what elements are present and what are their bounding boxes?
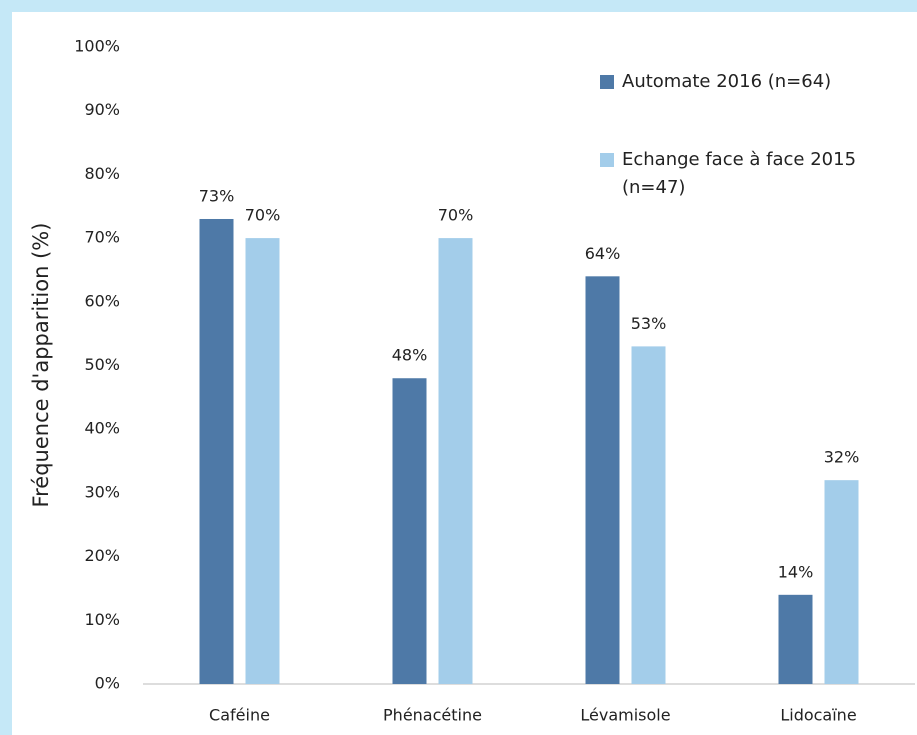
value-label: 70% — [438, 206, 474, 225]
bar — [438, 238, 473, 684]
legend-swatch — [600, 75, 614, 89]
legend-item: Automate 2016 (n=64) — [600, 68, 890, 96]
bar — [245, 238, 280, 684]
y-tick-label: 90% — [84, 100, 120, 119]
value-label: 14% — [778, 562, 814, 581]
y-tick-label: 100% — [74, 37, 120, 56]
x-tick-label: Lévamisole — [580, 706, 670, 725]
y-tick-label: 70% — [84, 228, 120, 247]
legend-label: Echange face à face 2015 (n=47) — [622, 149, 857, 198]
y-tick-label: 50% — [84, 355, 120, 374]
bar — [824, 480, 859, 684]
x-tick-label: Caféine — [209, 706, 270, 725]
y-tick-label: 20% — [84, 546, 120, 565]
bar — [392, 378, 427, 684]
value-label: 73% — [199, 186, 235, 205]
y-tick-label: 10% — [84, 610, 120, 629]
bar — [778, 594, 813, 684]
value-label: 48% — [392, 346, 428, 365]
y-tick-label: 40% — [84, 419, 120, 438]
x-tick-label: Lidocaïne — [780, 706, 856, 725]
value-label: 32% — [824, 448, 860, 467]
legend-label: Automate 2016 (n=64) — [622, 71, 832, 92]
x-tick-label: Phénacétine — [383, 706, 482, 725]
legend-swatch — [600, 153, 614, 167]
y-tick-label: 30% — [84, 482, 120, 501]
legend-item: Echange face à face 2015 (n=47) — [600, 146, 890, 202]
y-axis-label: Fréquence d'apparition (%) — [29, 223, 53, 508]
bar — [199, 218, 234, 685]
value-label: 70% — [245, 206, 281, 225]
y-tick-label: 60% — [84, 291, 120, 310]
bar — [585, 276, 620, 684]
y-tick-label: 80% — [84, 164, 120, 183]
value-label: 53% — [631, 314, 667, 333]
bar — [631, 346, 666, 684]
value-label: 64% — [585, 244, 621, 263]
y-tick-label: 0% — [95, 674, 120, 693]
